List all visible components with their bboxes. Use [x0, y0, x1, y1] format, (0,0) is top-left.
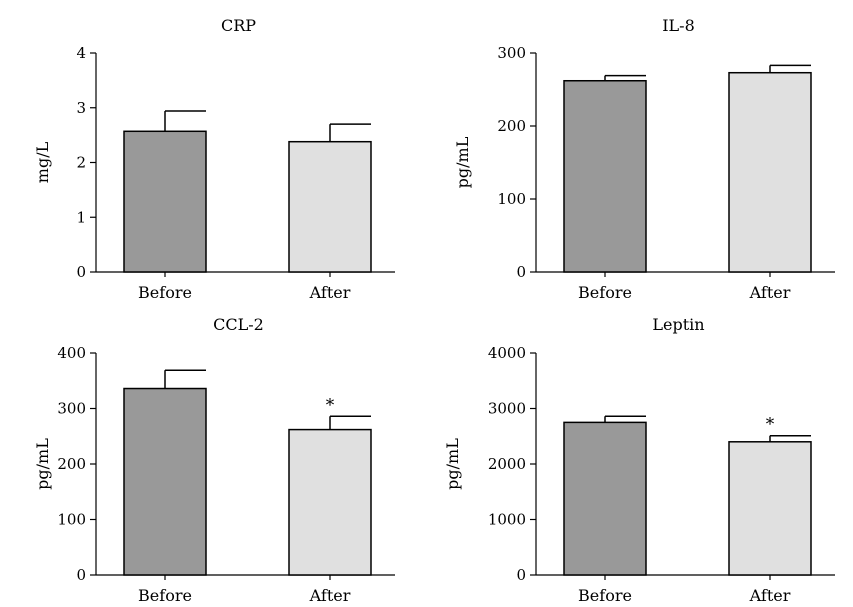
y-tick-label: 2000: [488, 455, 526, 473]
chart-panel-2: IL-8 0 100 200 300 pg/mL Before After: [453, 16, 835, 302]
y-tick-label: 300: [497, 44, 526, 62]
bar-after: [288, 428, 372, 576]
bar-before: [123, 130, 207, 273]
x-tick-label-before: Before: [138, 586, 192, 605]
significance-marker: *: [326, 395, 335, 415]
y-tick-label: 4000: [488, 344, 526, 362]
x-tick-label-before: Before: [578, 283, 632, 302]
bar-before: [123, 387, 207, 576]
y-tick-label: 0: [516, 566, 526, 584]
y-tick-label: 200: [57, 455, 86, 473]
y-tick-label: 3000: [488, 400, 526, 418]
y-axis-label: pg/mL: [33, 438, 52, 490]
y-tick-label: 2: [76, 154, 86, 172]
y-axis-label: pg/mL: [453, 136, 472, 188]
chart-panel-1: CRP 0 1 2 3 4 mg/L Before After: [33, 16, 395, 302]
chart-panel-3: CCL-2 0 100 200 300 400 pg/mL Before After *: [33, 315, 395, 605]
y-tick-label: 100: [57, 511, 86, 529]
y-tick-label: 100: [497, 190, 526, 208]
chart-title: IL-8: [662, 16, 695, 35]
x-tick-label-after: After: [309, 586, 351, 605]
bar-after: [288, 140, 372, 273]
y-axis-label: mg/L: [33, 141, 52, 183]
y-tick-label: 300: [57, 400, 86, 418]
x-tick-label-before: Before: [138, 283, 192, 302]
bar-before: [563, 421, 647, 576]
y-tick-label: 1000: [488, 511, 526, 529]
chart-title: CRP: [221, 16, 256, 35]
bar-after: [728, 71, 812, 273]
chart-title: Leptin: [652, 315, 704, 334]
x-tick-label-before: Before: [578, 586, 632, 605]
x-tick-label-after: After: [749, 283, 791, 302]
y-tick-label: 200: [497, 117, 526, 135]
y-tick-label: 0: [516, 263, 526, 281]
y-tick-label: 3: [76, 99, 86, 117]
y-tick-label: 0: [76, 566, 86, 584]
bar-before: [563, 79, 647, 273]
y-tick-label: 4: [76, 44, 86, 62]
y-tick-label: 0: [76, 263, 86, 281]
chart-panel-4: Leptin 0 1000 2000 3000 4000 pg/mL Before After *: [443, 315, 835, 605]
bar-after: [728, 441, 812, 576]
y-tick-label: 1: [76, 208, 86, 226]
y-axis-label: pg/mL: [443, 438, 462, 490]
x-tick-label-after: After: [749, 586, 791, 605]
chart-title: CCL-2: [213, 315, 264, 334]
y-tick-label: 400: [57, 344, 86, 362]
significance-marker: *: [766, 415, 775, 435]
x-tick-label-after: After: [309, 283, 351, 302]
